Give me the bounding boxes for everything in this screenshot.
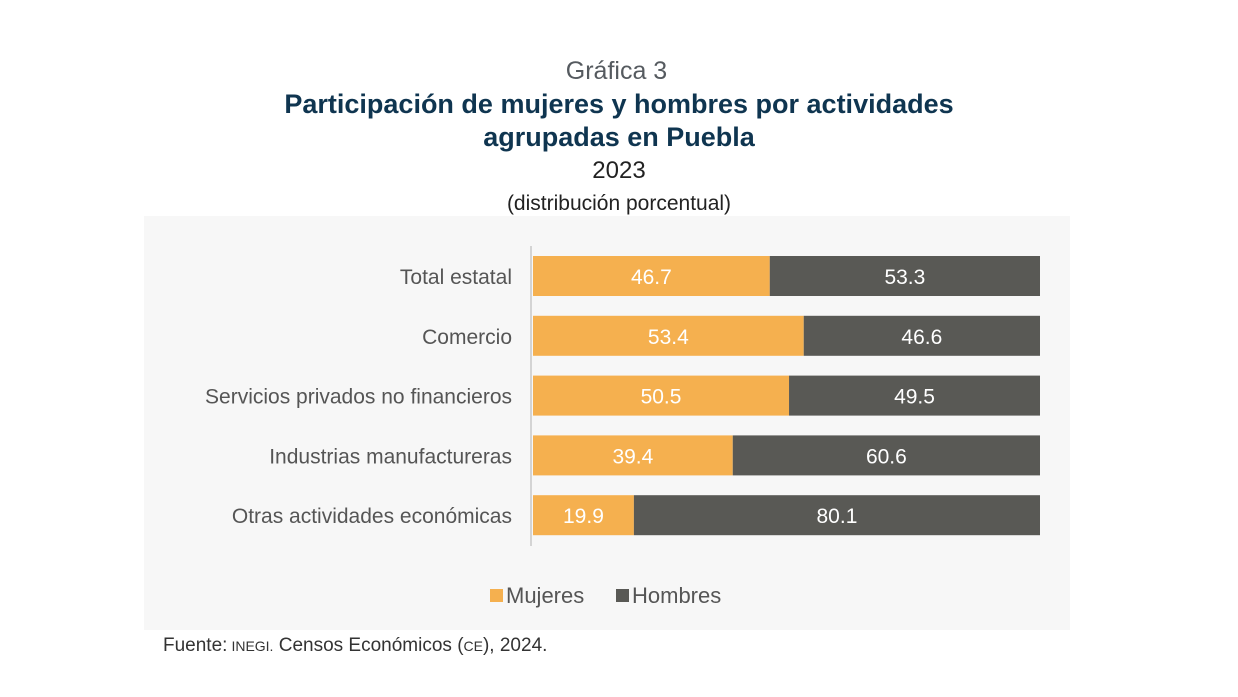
data-label-mujeres: 46.7 xyxy=(631,266,672,289)
chart-subtitle: (distribución porcentual) xyxy=(506,192,732,215)
bar-segment-hombres xyxy=(732,435,1040,476)
source-abbr: CE xyxy=(463,638,483,654)
bar-segment-hombres xyxy=(633,495,1040,536)
source-text-1: Censos Económicos ( xyxy=(278,635,464,656)
chart-year: 2023 xyxy=(592,157,646,184)
category-label: Otras actividades económicas xyxy=(232,505,512,528)
plot-area: Total estatal 46.7 53.3 Comercio 53.4 46.6 Ser… xyxy=(144,216,1070,630)
source-note: Fuente: INEGI. Censos Económicos (CE), 20… xyxy=(163,635,547,657)
category-label: Servicios privados no financieros xyxy=(205,386,512,409)
chart-kicker: Gráfica 3 xyxy=(565,57,668,85)
source-text-2: ), 2024. xyxy=(482,635,548,656)
category-label: Industrias manufactureras xyxy=(269,445,512,468)
data-label-hombres: 80.1 xyxy=(817,505,858,528)
category-label: Comercio xyxy=(422,326,512,349)
category-label: Total estatal xyxy=(400,266,512,289)
bar-segment-mujeres xyxy=(533,256,770,296)
chart-title-line-2: agrupadas en Puebla xyxy=(483,122,755,152)
data-label-hombres: 53.3 xyxy=(884,266,925,289)
bar-segment-mujeres xyxy=(533,315,804,356)
data-label-hombres: 49.5 xyxy=(894,386,935,409)
legend-label-hombres: Hombres xyxy=(632,583,721,608)
data-label-hombres: 60.6 xyxy=(866,445,907,468)
bar-segment-hombres xyxy=(789,375,1040,416)
chart-title-line-1: Participación de mujeres y hombres por a… xyxy=(284,89,954,119)
data-label-mujeres: 39.4 xyxy=(612,445,653,468)
data-label-mujeres: 19.9 xyxy=(563,505,604,528)
bar-segment-hombres xyxy=(769,256,1040,296)
source-label: Fuente: xyxy=(163,635,228,656)
legend-label-mujeres: Mujeres xyxy=(506,583,584,608)
legend-swatch-hombres xyxy=(616,589,629,602)
data-label-hombres: 46.6 xyxy=(901,326,942,349)
chart-header: Gráfica 3 Participación de mujeres y hom… xyxy=(0,54,1238,220)
source-org: INEGI. xyxy=(231,638,274,654)
bar-segment-hombres xyxy=(803,315,1040,356)
bar-segment-mujeres xyxy=(533,375,790,416)
legend-swatch-mujeres xyxy=(490,589,503,602)
bar-segment-mujeres xyxy=(533,495,634,536)
data-label-mujeres: 53.4 xyxy=(648,326,689,349)
data-label-mujeres: 50.5 xyxy=(641,386,682,409)
bar-segment-mujeres xyxy=(533,435,733,476)
stacked-bar-chart: Total estatal 46.7 53.3 Comercio 53.4 46.6 Ser… xyxy=(205,246,1040,608)
